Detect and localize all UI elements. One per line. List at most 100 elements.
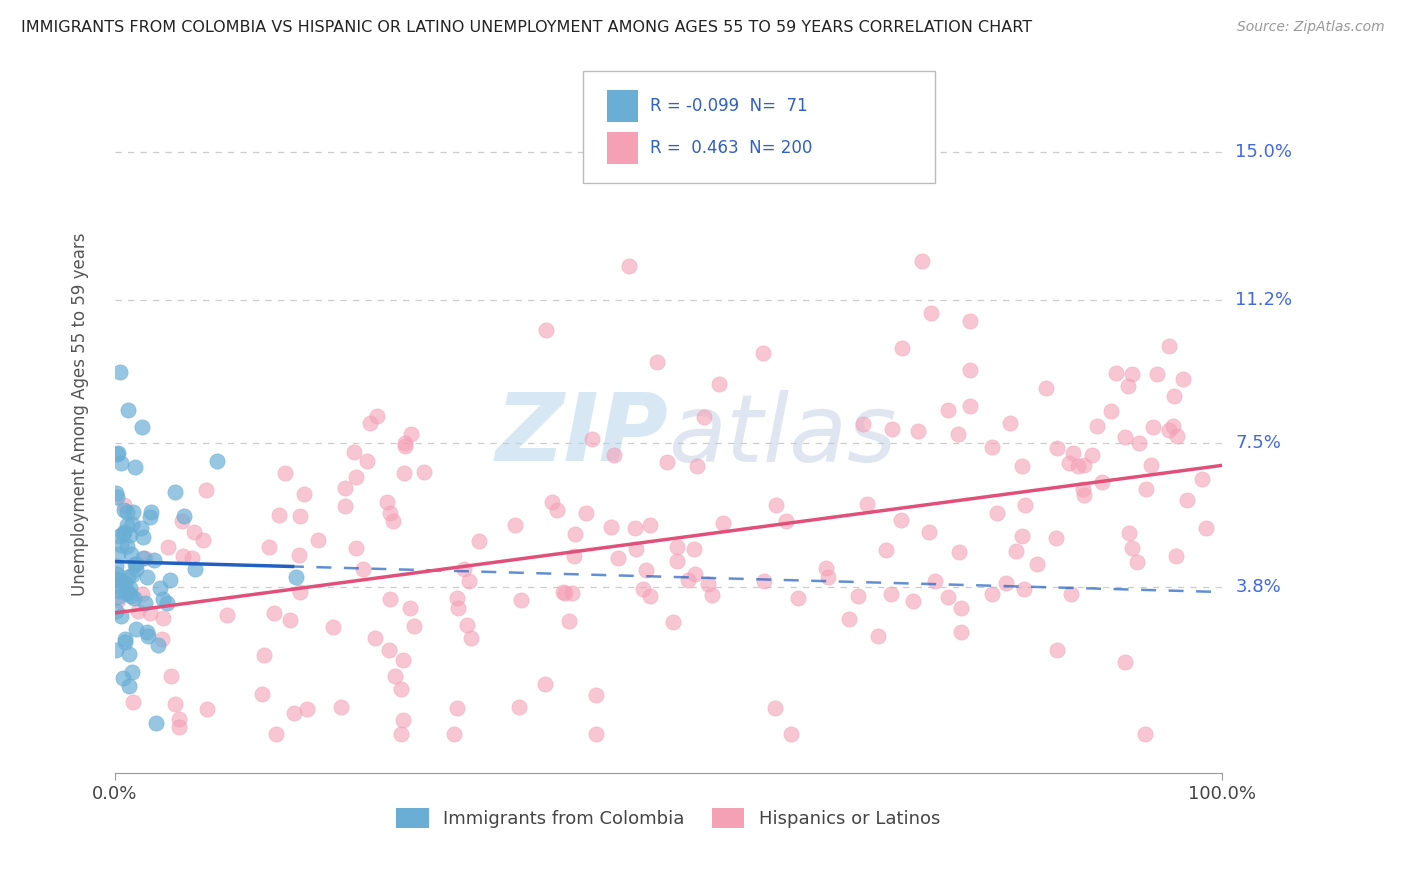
Point xyxy=(911,254,934,268)
Text: 11.2%: 11.2% xyxy=(1236,291,1292,309)
Point xyxy=(375,495,398,509)
Point xyxy=(460,631,482,645)
Point xyxy=(634,563,657,577)
Point xyxy=(392,467,415,481)
Point xyxy=(105,604,128,618)
Point xyxy=(105,566,128,581)
Point xyxy=(107,593,129,607)
Point xyxy=(631,582,654,596)
Y-axis label: Unemployment Among Ages 55 to 59 years: Unemployment Among Ages 55 to 59 years xyxy=(72,232,89,596)
Point xyxy=(683,541,706,556)
Point xyxy=(780,727,803,741)
Point xyxy=(541,495,564,509)
Point xyxy=(121,665,143,680)
Point xyxy=(1166,428,1188,442)
Point xyxy=(288,548,311,562)
Point xyxy=(754,574,776,588)
Point xyxy=(603,448,626,462)
Point xyxy=(413,465,436,479)
Point xyxy=(509,593,531,607)
Point xyxy=(288,508,311,523)
Point xyxy=(333,499,356,513)
Point xyxy=(135,570,157,584)
Point xyxy=(585,688,607,702)
Point xyxy=(949,624,972,639)
Point xyxy=(1011,529,1033,543)
Point xyxy=(678,573,700,587)
Point xyxy=(105,447,128,461)
Point xyxy=(181,551,204,566)
Point xyxy=(163,697,186,711)
Text: 15.0%: 15.0% xyxy=(1236,143,1292,161)
Point xyxy=(112,502,135,516)
Text: IMMIGRANTS FROM COLOMBIA VS HISPANIC OR LATINO UNEMPLOYMENT AMONG AGES 55 TO 59 : IMMIGRANTS FROM COLOMBIA VS HISPANIC OR … xyxy=(21,20,1032,35)
Point xyxy=(554,586,576,600)
Point xyxy=(1135,482,1157,496)
Point xyxy=(558,614,581,628)
Point xyxy=(1139,458,1161,472)
Point xyxy=(135,624,157,639)
Point xyxy=(173,508,195,523)
Point xyxy=(108,529,131,543)
Point xyxy=(157,540,180,554)
Point xyxy=(692,409,714,424)
Point xyxy=(125,562,148,576)
Point xyxy=(1175,492,1198,507)
Point xyxy=(172,549,194,563)
Point xyxy=(709,377,731,392)
Point xyxy=(134,551,156,566)
Point xyxy=(508,699,530,714)
Point xyxy=(118,679,141,693)
Point xyxy=(1060,587,1083,601)
Point xyxy=(217,607,239,622)
Point xyxy=(105,485,128,500)
Point xyxy=(132,530,155,544)
Point xyxy=(121,516,143,531)
Point xyxy=(815,561,838,575)
Point xyxy=(948,545,970,559)
Point xyxy=(918,525,941,540)
Point xyxy=(352,561,374,575)
Point xyxy=(1118,526,1140,541)
Point xyxy=(120,589,142,603)
Point xyxy=(645,354,668,368)
Point xyxy=(115,505,138,519)
Point xyxy=(1073,458,1095,472)
Point xyxy=(959,313,981,327)
Point xyxy=(1121,368,1143,382)
Point xyxy=(110,538,132,552)
Point xyxy=(950,600,973,615)
Point xyxy=(263,606,285,620)
Point xyxy=(1091,475,1114,489)
Point xyxy=(107,547,129,561)
Point xyxy=(132,550,155,565)
Point xyxy=(936,402,959,417)
Point xyxy=(346,470,368,484)
Text: Source: ZipAtlas.com: Source: ZipAtlas.com xyxy=(1237,20,1385,34)
Point xyxy=(250,687,273,701)
Point xyxy=(195,483,218,498)
Point xyxy=(1164,549,1187,564)
Point xyxy=(980,440,1002,454)
Point xyxy=(284,570,307,584)
Point xyxy=(959,399,981,413)
Point xyxy=(394,439,416,453)
Point xyxy=(1062,446,1084,460)
Point xyxy=(787,591,810,605)
Point xyxy=(561,586,583,600)
Point xyxy=(139,606,162,620)
Point xyxy=(105,490,128,504)
Point xyxy=(105,559,128,574)
Point xyxy=(253,648,276,662)
Point xyxy=(110,457,132,471)
Point xyxy=(1011,458,1033,473)
Point xyxy=(1128,436,1150,450)
Text: 7.5%: 7.5% xyxy=(1236,434,1281,452)
Point xyxy=(468,534,491,549)
Text: ZIP: ZIP xyxy=(495,390,668,482)
Point xyxy=(1000,416,1022,430)
Point xyxy=(322,620,344,634)
Point xyxy=(959,363,981,377)
Point xyxy=(356,454,378,468)
Point xyxy=(617,260,640,274)
